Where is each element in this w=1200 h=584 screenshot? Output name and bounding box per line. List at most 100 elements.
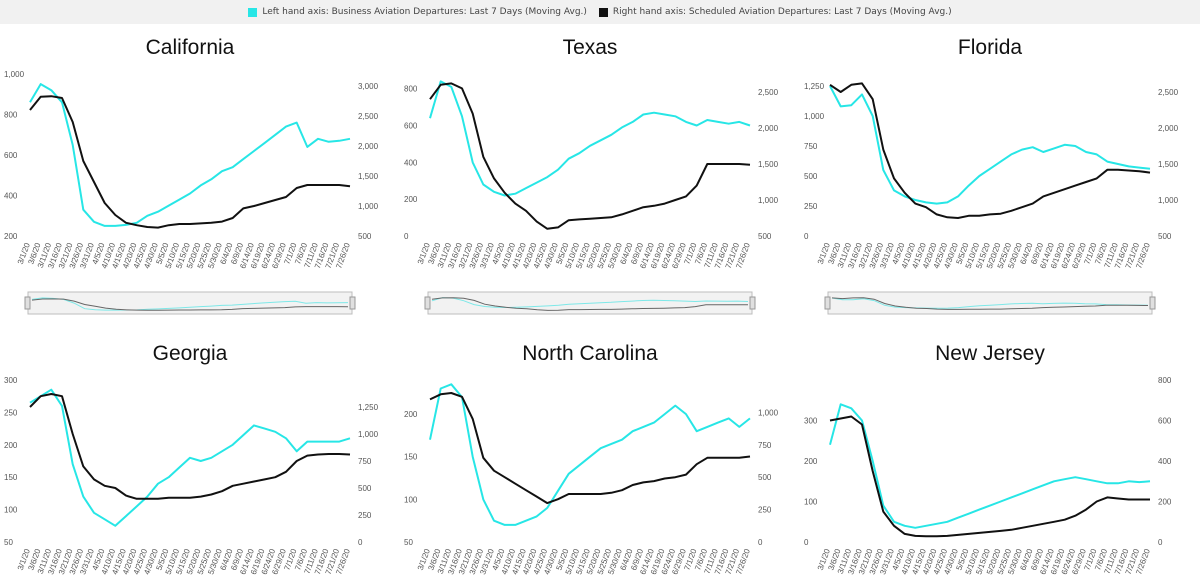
legend-item-left[interactable]: Left hand axis: Business Aviation Depart… (248, 7, 587, 17)
series-line-scheduled (429, 392, 751, 505)
navigator-right-handle[interactable] (349, 296, 356, 310)
navigator-series-line (31, 297, 349, 311)
series-line-scheduled (829, 415, 1150, 538)
left-axis-tick: 200 (404, 195, 418, 204)
series-line-business (29, 83, 351, 227)
right-axis-tick: 800 (1158, 376, 1172, 385)
right-axis-tick: 750 (358, 457, 372, 466)
left-axis-tick: 750 (804, 142, 818, 151)
navigator-left-handle[interactable] (424, 296, 431, 310)
range-navigator[interactable] (827, 291, 1153, 315)
left-axis-tick: 600 (404, 122, 418, 131)
right-axis-tick: 1,000 (358, 430, 379, 439)
right-axis-tick: 1,000 (1158, 196, 1179, 205)
left-axis-tick: 250 (4, 408, 18, 417)
right-axis-tick: 500 (358, 484, 372, 493)
navigator-left-handle[interactable] (824, 296, 831, 310)
navigator-right-handle[interactable] (749, 296, 756, 310)
chart-title: Florida (958, 36, 1023, 59)
navigator-series-line (431, 297, 748, 311)
right-axis-tick: 1,500 (358, 172, 379, 181)
navigator-series-line (831, 297, 1149, 310)
right-axis-tick: 500 (358, 232, 372, 241)
series-line-business (429, 80, 751, 197)
right-axis-tick: 1,500 (1158, 160, 1179, 169)
chart-panel-3: Georgia 50 100 150 200 250 300 0 250 500 750 1,000 1… (4, 342, 379, 576)
right-axis-tick: 750 (758, 441, 772, 450)
left-axis-tick: 100 (4, 506, 18, 515)
right-axis-tick: 2,500 (758, 88, 779, 97)
right-axis-tick: 500 (1158, 232, 1172, 241)
left-axis-tick: 0 (404, 232, 409, 241)
right-axis-tick: 0 (758, 538, 763, 547)
chart-title: Georgia (153, 342, 228, 365)
right-axis-tick: 2,000 (758, 124, 779, 133)
left-axis-tick: 250 (804, 202, 818, 211)
chart-title: North Carolina (522, 342, 658, 365)
legend-item-right[interactable]: Right hand axis: Scheduled Aviation Depa… (598, 7, 952, 17)
series-line-scheduled (29, 393, 351, 500)
right-axis-tick: 1,000 (758, 196, 779, 205)
chart-legend: Left hand axis: Business Aviation Depart… (0, 0, 1200, 24)
chart-title: New Jersey (935, 342, 1045, 365)
left-axis-tick: 1,000 (4, 70, 25, 79)
charts-grid: California2004006008001,0005001,0001,500… (4, 36, 1179, 576)
legend-label-left: Left hand axis: Business Aviation Depart… (262, 7, 587, 17)
right-axis-tick: 3,000 (358, 82, 379, 91)
navigator-series-line (431, 297, 749, 309)
chart-panel-4: North Carolina 50 100 150 200 0 250 500 750 1,000… (404, 342, 779, 576)
legend-swatch-cyan-icon (248, 7, 258, 17)
series-line-business (829, 85, 1151, 205)
chart-panel-1: Texas 0 200 400 600 800 500 1,000 1,500 2,000 2,50… (404, 36, 779, 315)
left-axis-tick: 100 (404, 495, 418, 504)
series-line-business (429, 383, 751, 526)
navigator-right-handle[interactable] (1149, 296, 1156, 310)
left-axis-tick: 0 (804, 538, 809, 547)
left-axis-tick: 1,250 (804, 82, 825, 91)
left-axis-tick: 200 (804, 457, 818, 466)
chart-title: California (146, 36, 235, 59)
left-axis-tick: 1,000 (804, 112, 825, 121)
left-axis-tick: 100 (804, 498, 818, 507)
legend-label-right: Right hand axis: Scheduled Aviation Depa… (612, 7, 952, 17)
chart-panel-2: Florida 0 250 500 750 1,000 1,250 500 1,000 1,500… (804, 36, 1179, 315)
left-axis-tick: 300 (804, 417, 818, 426)
left-axis-tick: 400 (404, 158, 418, 167)
right-axis-tick: 250 (758, 506, 772, 515)
left-axis-tick: 400 (4, 192, 18, 201)
chart-panel-5: New Jersey010020030002004006008003/1/203… (804, 342, 1172, 576)
right-axis-tick: 0 (358, 538, 363, 547)
legend-swatch-black-icon (598, 7, 608, 17)
right-axis-tick: 600 (1158, 417, 1172, 426)
left-axis-tick: 0 (804, 232, 809, 241)
navigator-left-handle[interactable] (24, 296, 31, 310)
right-axis-tick: 1,250 (358, 403, 379, 412)
chart-panel-0: California 200 400 600 800 1,000 500 1,000 1,500… (4, 36, 379, 315)
left-axis-tick: 150 (4, 473, 18, 482)
left-axis-tick: 200 (4, 441, 18, 450)
right-axis-tick: 400 (1158, 457, 1172, 466)
right-axis-tick: 500 (758, 473, 772, 482)
right-axis-tick: 0 (1158, 538, 1163, 547)
left-axis-tick: 300 (4, 376, 18, 385)
left-axis-tick: 200 (404, 410, 418, 419)
right-axis-tick: 250 (358, 511, 372, 520)
left-axis-tick: 150 (404, 453, 418, 462)
series-line-scheduled (29, 95, 351, 229)
navigator-series-line (831, 297, 1149, 309)
right-axis-tick: 1,000 (758, 408, 779, 417)
left-axis-tick: 50 (4, 538, 13, 547)
left-axis-tick: 50 (404, 538, 413, 547)
series-line-business (829, 403, 1151, 529)
right-axis-tick: 200 (1158, 498, 1172, 507)
left-axis-tick: 500 (804, 172, 818, 181)
series-line-business (29, 388, 351, 527)
left-axis-tick: 600 (4, 151, 18, 160)
series-line-scheduled (829, 82, 1151, 219)
right-axis-tick: 2,000 (358, 142, 379, 151)
chart-title: Texas (563, 36, 618, 59)
right-axis-tick: 2,500 (1158, 88, 1179, 97)
right-axis-tick: 1,000 (358, 202, 379, 211)
right-axis-tick: 2,000 (1158, 124, 1179, 133)
series-line-scheduled (429, 82, 751, 230)
